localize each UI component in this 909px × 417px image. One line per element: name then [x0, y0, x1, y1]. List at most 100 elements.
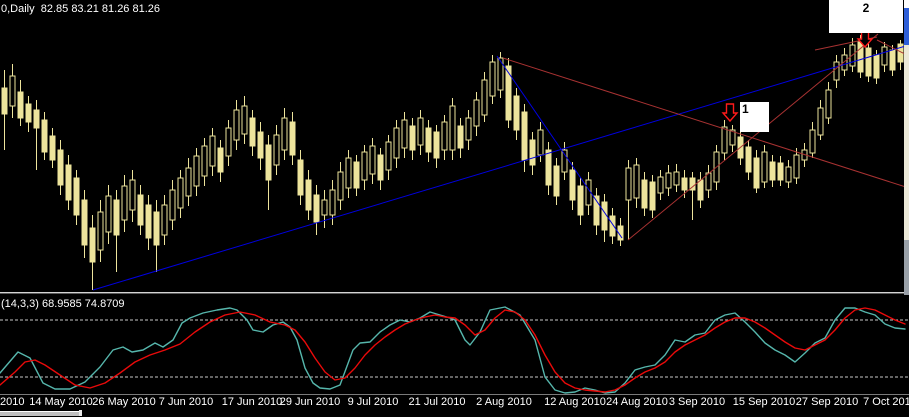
time-axis-label: 9 Jul 2010	[347, 396, 399, 408]
candle-bear	[865, 47, 872, 77]
candle-bear	[681, 177, 688, 191]
symbol-ohlc-title: 0,Daily 82.85 83.21 81.26 81.26	[1, 3, 161, 15]
time-axis-line	[0, 394, 909, 395]
time-axis-label: 17 Jun 2010	[221, 396, 283, 408]
candle-bull	[177, 177, 184, 209]
trendline-long-uptrend-blue[interactable]	[92, 44, 909, 291]
candle-bull	[833, 61, 840, 81]
candle-bull	[449, 105, 456, 151]
candle-bull	[193, 155, 200, 187]
candle-bear	[649, 181, 656, 211]
candle-bull	[785, 166, 792, 183]
candle-bull	[169, 189, 176, 221]
time-axis-label: 3 Sep 2010	[668, 396, 726, 408]
candle-bear	[65, 164, 72, 201]
candle-bear	[49, 135, 56, 161]
candle-bull	[841, 54, 848, 71]
trendline-steep-uptrend-red[interactable]	[627, 33, 879, 241]
candle-bear	[577, 185, 584, 216]
trendline-steep-downtrend-blue[interactable]	[496, 55, 623, 239]
vertical-scrollbar[interactable]	[904, 0, 909, 295]
time-axis-label: 14 May 2010	[29, 396, 93, 408]
candle-bull	[273, 134, 280, 166]
annotation-box-2[interactable]: 2	[829, 0, 903, 33]
time-axis: 2010 14 May 2010 26 May 2010 7 Jun 2010 17 J…	[0, 396, 909, 410]
candle-bear	[297, 159, 304, 196]
candle-bull	[241, 105, 248, 135]
candle-bull	[721, 126, 728, 154]
candle-bear	[25, 103, 32, 123]
candle-bull	[825, 89, 832, 119]
candle-bull	[625, 167, 632, 201]
candle-bear	[137, 194, 144, 226]
candle-bull	[465, 117, 472, 141]
candle-bull	[497, 57, 504, 91]
time-axis-label: 12 Aug 2010	[544, 396, 606, 408]
candle-bear	[521, 111, 528, 161]
candle-bear	[265, 144, 272, 181]
time-axis-label: 2 Aug 2010	[476, 396, 532, 408]
pane-separator[interactable]	[0, 292, 909, 293]
candle-bear	[289, 121, 296, 156]
candle-bear	[377, 154, 384, 181]
candle-bull	[793, 154, 800, 179]
time-axis-label: 15 Sep 2010	[732, 396, 796, 408]
candle-bear	[745, 146, 752, 173]
vertical-scrollbar-top	[904, 0, 909, 8]
annotation-box-1[interactable]: 1	[740, 102, 769, 132]
candle-bull	[385, 141, 392, 171]
candle-bull	[473, 99, 480, 127]
candle-bull	[809, 129, 816, 154]
candle-bull	[393, 127, 400, 159]
candle-bear	[697, 179, 704, 201]
candle-bull	[401, 119, 408, 149]
stoch-line-d	[0, 307, 906, 393]
candle-bear	[33, 109, 40, 129]
trendline-short-red-b[interactable]	[876, 39, 909, 57]
candle-bear	[57, 149, 64, 186]
candle-bear	[873, 54, 880, 79]
vertical-scrollbar-bottom	[904, 240, 909, 295]
candle-bull	[817, 107, 824, 136]
candle-bear	[529, 139, 536, 166]
candle-bull	[489, 61, 496, 97]
candle-bull	[481, 79, 488, 116]
candle-bear	[41, 119, 48, 153]
candle-bull	[417, 117, 424, 146]
candle-bull	[233, 109, 240, 141]
candle-bear	[305, 179, 312, 211]
candle-bear	[353, 161, 360, 189]
candle-bull	[537, 129, 544, 156]
candle-bull	[161, 204, 168, 236]
candle-bull	[129, 179, 136, 211]
candle-bull	[673, 171, 680, 186]
candle-bull	[321, 199, 328, 216]
candle-bear	[81, 199, 88, 246]
candles	[1, 35, 904, 290]
candle-bear	[889, 49, 896, 71]
candle-bear	[145, 204, 152, 239]
candle-bear	[1, 87, 8, 115]
candle-bear	[601, 201, 608, 231]
candle-bear	[217, 147, 224, 173]
candle-bull	[281, 117, 288, 151]
candle-bull	[705, 172, 712, 191]
horizontal-scrollbar-thumb[interactable]	[0, 411, 79, 416]
candle-bear	[513, 95, 520, 131]
sell-arrow-1-icon[interactable]	[721, 103, 739, 123]
candle-bull	[729, 129, 736, 146]
time-axis-label: 24 Aug 2010	[606, 396, 668, 408]
candle-bull	[209, 135, 216, 167]
candle-bull	[337, 171, 344, 201]
time-axis-label: 7 Jun 2010	[158, 396, 214, 408]
trendline-long-downtrend-red[interactable]	[502, 57, 909, 189]
candle-bull	[665, 172, 672, 189]
candle-bear	[569, 169, 576, 201]
candle-bear	[593, 195, 600, 226]
candle-bull	[97, 211, 104, 251]
stochastic-label: (14,3,3) 68.9585 74.8709	[1, 298, 125, 310]
vertical-scrollbar-thumb[interactable]	[904, 8, 909, 45]
candle-bear	[777, 162, 784, 181]
